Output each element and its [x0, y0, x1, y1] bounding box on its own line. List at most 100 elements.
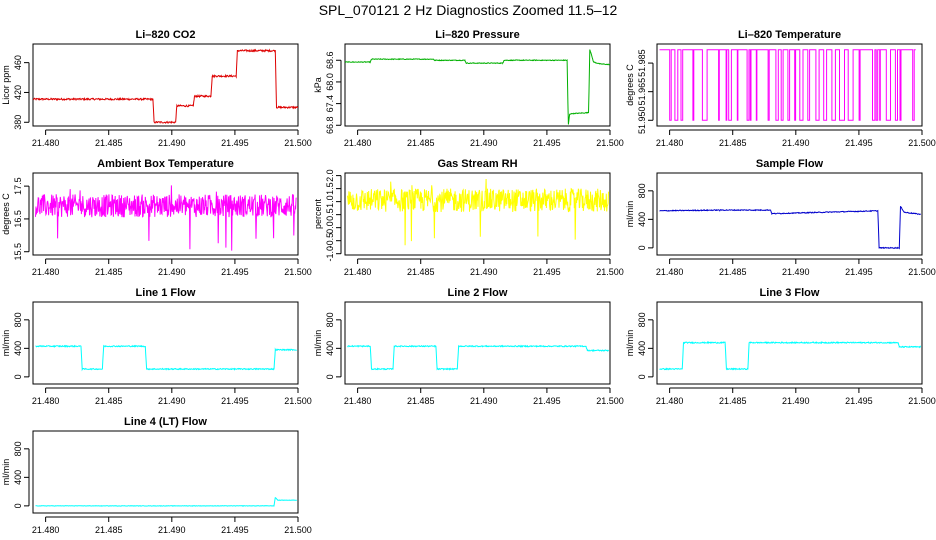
panel-5-ytick-label: 1.5 [325, 182, 335, 195]
panel-9-frame [656, 301, 923, 385]
panel-4: Ambient Box Temperature degrees C 21.480 21… [1, 158, 312, 277]
panel-5: Gas Stream RH percent 21.480 21.485 21.490 21… [313, 158, 624, 277]
panel-5-ylabel: percent [313, 198, 323, 229]
panel-1-ylabel: Licor ppm [1, 65, 11, 105]
panel-8-series-line [347, 344, 610, 371]
panel-8-frame [344, 301, 611, 385]
panel-9-series-line [659, 341, 922, 371]
panel-8-ytick-label: 800 [325, 312, 335, 327]
panel-3-xtick-label: 21.485 [719, 138, 747, 148]
panel-9: Line 3 Flow ml/min 21.480 21.485 21.490 21.49… [625, 287, 936, 406]
panel-10-ytick-label: 800 [13, 441, 23, 456]
panel-1: Li–820 CO2 Licor ppm 21.480 21.485 21.490 21.… [1, 29, 312, 148]
panel-5-ytick-label: 0.5 [325, 208, 335, 221]
panel-1-frame [32, 43, 299, 127]
panel-3: Li–820 Temperature degrees C 21.480 21.485 2… [625, 29, 936, 148]
panel-1-title: Li–820 CO2 [136, 29, 196, 41]
panel-1-xtick-label: 21.500 [284, 138, 312, 148]
panel-2-xtick-label: 21.500 [596, 138, 624, 148]
page-title: SPL_070121 2 Hz Diagnostics Zoomed 11.5–… [318, 2, 618, 18]
panel-6-xtick-label: 21.490 [782, 267, 810, 277]
panel-3-ylabel: degrees C [625, 64, 635, 106]
panel-2-frame [344, 43, 611, 127]
panel-3-ytick-label: 51.965 [637, 78, 647, 106]
panel-6-xtick-label: 21.495 [845, 267, 873, 277]
panel-6-ytick-label: 800 [637, 183, 647, 198]
panel-7-xtick-label: 21.495 [221, 396, 249, 406]
panel-6-ytick-label: 0 [637, 245, 647, 250]
panel-2-xtick-label: 21.490 [470, 138, 498, 148]
panel-9-ytick-label: 800 [637, 312, 647, 327]
panel-3-xtick-label: 21.500 [908, 138, 936, 148]
panel-5-frame [344, 172, 611, 256]
panel-10-ylabel: ml/min [1, 459, 11, 486]
panel-8-ytick-label: 400 [325, 341, 335, 356]
panel-5-xtick-label: 21.495 [533, 267, 561, 277]
panel-4-xtick-label: 21.500 [284, 267, 312, 277]
panel-8-xtick-label: 21.500 [596, 396, 624, 406]
panel-10-xtick-label: 21.490 [158, 525, 186, 535]
panel-1-ytick-label: 380 [13, 115, 23, 130]
panel-2-ytick-label: 68.6 [325, 51, 335, 69]
panel-9-xtick-label: 21.495 [845, 396, 873, 406]
panel-4-ylabel: degrees C [1, 193, 11, 235]
panel-6-series-line [659, 206, 922, 250]
panel-5-xtick-label: 21.485 [407, 267, 435, 277]
panel-4-xtick-label: 21.490 [158, 267, 186, 277]
panel-2: Li–820 Pressure kPa 21.480 21.485 21.490 21.4… [313, 29, 624, 148]
panel-2-xtick-label: 21.495 [533, 138, 561, 148]
panel-9-xtick-label: 21.490 [782, 396, 810, 406]
panel-9-xtick-label: 21.485 [719, 396, 747, 406]
panel-9-xtick-label: 21.480 [656, 396, 684, 406]
panel-2-xtick-label: 21.480 [344, 138, 372, 148]
panel-6-xtick-label: 21.500 [908, 267, 936, 277]
panel-6-ytick-label: 400 [637, 212, 647, 227]
panel-10-ytick-label: 0 [13, 503, 23, 508]
panel-2-series-line [345, 49, 610, 125]
panel-7-xtick-label: 21.500 [284, 396, 312, 406]
panel-1-ytick-label: 420 [13, 85, 23, 100]
panel-7-title: Line 1 Flow [136, 287, 196, 299]
panel-1-xtick-label: 21.495 [221, 138, 249, 148]
panel-3-ytick-label: 51.950 [637, 107, 647, 135]
panel-9-ylabel: ml/min [625, 330, 635, 357]
panel-7-xtick-label: 21.480 [32, 396, 60, 406]
panel-5-title: Gas Stream RH [437, 158, 517, 170]
panel-5-series-line [347, 178, 609, 246]
panel-2-title: Li–820 Pressure [435, 29, 519, 41]
panel-3-ytick-label: 51.985 [637, 49, 647, 77]
panel-10-ytick-label: 400 [13, 470, 23, 485]
panel-4-frame [32, 172, 299, 256]
panel-7-ytick-label: 800 [13, 312, 23, 327]
panel-1-xtick-label: 21.480 [32, 138, 60, 148]
panel-5-ytick-label: -1.0 [325, 246, 335, 262]
panel-10-xtick-label: 21.495 [221, 525, 249, 535]
panel-1-xtick-label: 21.490 [158, 138, 186, 148]
panel-5-xtick-label: 21.500 [596, 267, 624, 277]
panel-5-xtick-label: 21.490 [470, 267, 498, 277]
panel-1-series-line [33, 48, 298, 125]
panel-2-ytick-label: 67.4 [325, 95, 335, 113]
panel-10-frame [32, 430, 299, 514]
panel-2-xtick-label: 21.485 [407, 138, 435, 148]
panel-4-series-line [35, 185, 297, 251]
panel-4-ytick-label: 15.5 [13, 243, 23, 261]
panel-4-xtick-label: 21.485 [95, 267, 123, 277]
panel-9-ytick-label: 400 [637, 341, 647, 356]
panel-8-xtick-label: 21.480 [344, 396, 372, 406]
panel-3-frame [656, 43, 923, 127]
panel-8-xtick-label: 21.490 [470, 396, 498, 406]
panel-10: Line 4 (LT) Flow ml/min 21.480 21.485 21.490… [1, 416, 312, 535]
panel-7-ytick-label: 400 [13, 341, 23, 356]
panel-8-xtick-label: 21.485 [407, 396, 435, 406]
panel-6-title: Sample Flow [756, 158, 824, 170]
panel-4-xtick-label: 21.495 [221, 267, 249, 277]
panel-5-xtick-label: 21.480 [344, 267, 372, 277]
panel-4-xtick-label: 21.480 [32, 267, 60, 277]
panel-8-xtick-label: 21.495 [533, 396, 561, 406]
panel-6-xtick-label: 21.480 [656, 267, 684, 277]
panel-6: Sample Flow ml/min 21.480 21.485 21.490 21.49… [625, 158, 936, 277]
panel-5-ytick-label: 0.0 [325, 221, 335, 234]
panel-7-series-line [35, 344, 297, 372]
